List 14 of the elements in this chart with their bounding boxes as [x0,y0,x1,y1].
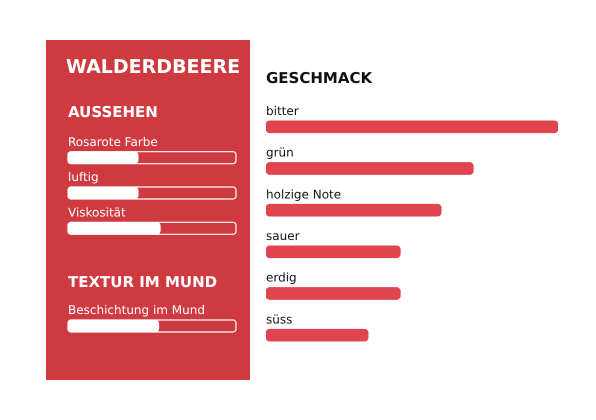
y-tick-label: holzige Note [266,187,342,202]
y-tick-label: sauer [266,228,300,243]
y-tick-label: Viskosität [68,205,126,220]
y-tick-label: grün [266,146,294,160]
y-tick-label: luftig [68,170,99,184]
y-tick-label: bitter [266,104,299,118]
y-tick-label: Beschichtung im Mund [68,303,205,318]
y-tick-label: süss [266,312,292,326]
y-tick-label: erdig [266,270,297,285]
chart-title: GESCHMACK [266,68,374,87]
chart-title: TEXTUR IM MUND [68,272,218,291]
chart-title: AUSSEHEN [68,102,158,121]
text: WALDERDBEERE [66,56,240,78]
y-tick-label: Rosarote Farbe [68,134,158,149]
